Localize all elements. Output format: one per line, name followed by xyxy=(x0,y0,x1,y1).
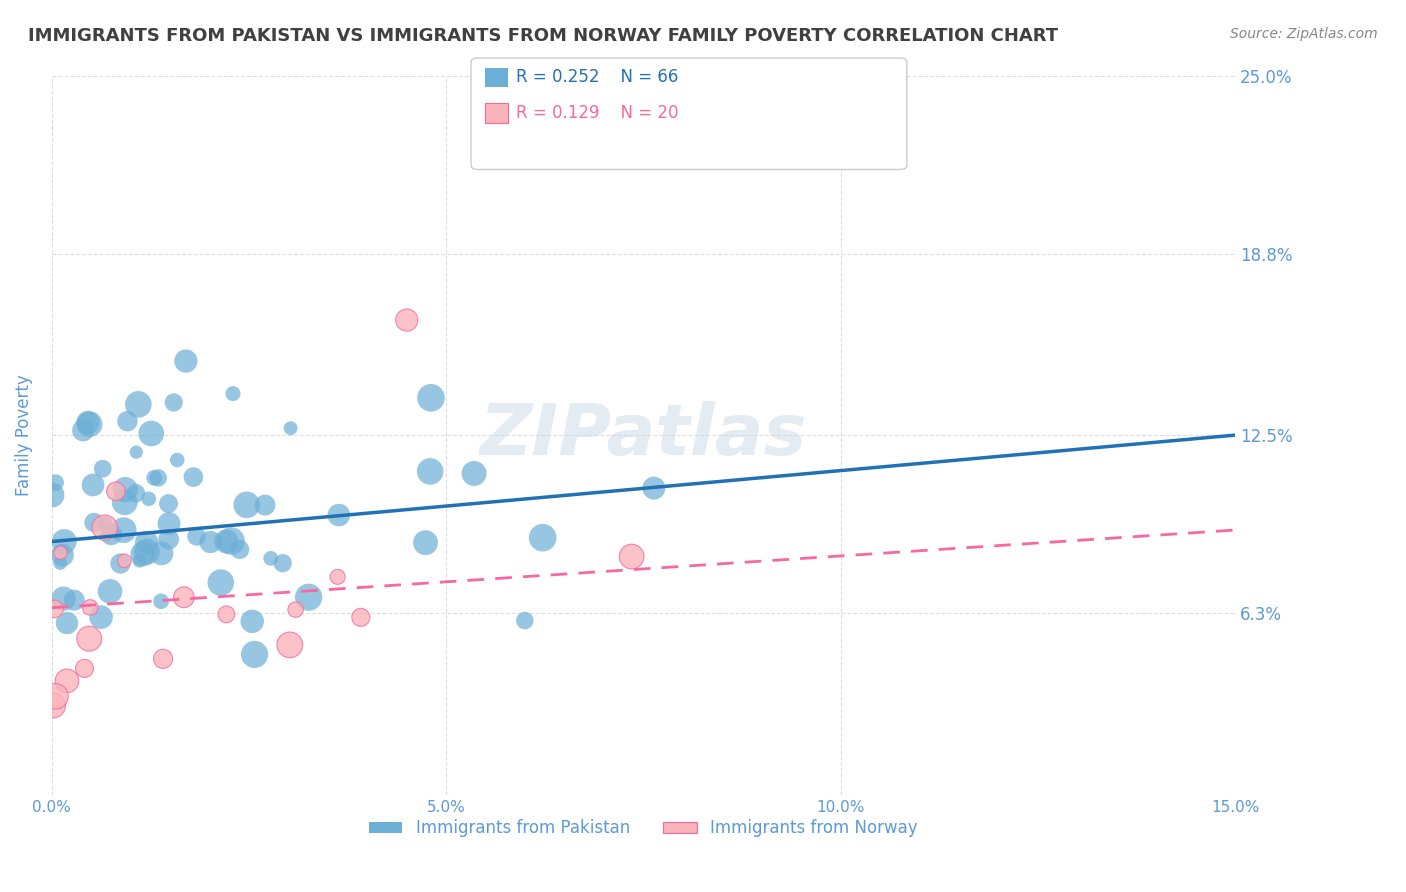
Point xyxy=(91,461,114,475)
Point xyxy=(44,690,66,704)
Point xyxy=(112,554,135,568)
Point xyxy=(141,426,163,441)
Point xyxy=(100,527,122,541)
Point xyxy=(110,557,132,571)
Point xyxy=(72,423,94,437)
Point xyxy=(419,464,441,478)
Point xyxy=(77,632,100,646)
Point xyxy=(79,417,101,432)
Text: Source: ZipAtlas.com: Source: ZipAtlas.com xyxy=(1230,27,1378,41)
Point xyxy=(112,523,135,537)
Point xyxy=(253,498,276,512)
Point xyxy=(82,478,104,492)
Point xyxy=(463,467,485,481)
Point xyxy=(135,535,157,549)
Point xyxy=(56,673,79,688)
Point xyxy=(127,397,149,411)
Point xyxy=(235,498,257,512)
Point xyxy=(620,549,643,564)
Point xyxy=(326,570,349,584)
Point xyxy=(240,615,263,629)
Point xyxy=(186,529,208,543)
Point xyxy=(73,661,96,675)
Point xyxy=(415,535,437,549)
Point xyxy=(49,546,72,560)
Point xyxy=(298,591,321,605)
Point xyxy=(157,497,180,511)
Point xyxy=(114,483,136,497)
Point xyxy=(125,445,148,459)
Point xyxy=(183,470,205,484)
Point xyxy=(138,491,160,506)
Point xyxy=(52,591,75,606)
Point xyxy=(63,593,86,607)
Point xyxy=(77,416,100,430)
Point xyxy=(45,475,67,490)
Point xyxy=(228,542,250,557)
Point xyxy=(114,495,136,509)
Text: IMMIGRANTS FROM PAKISTAN VS IMMIGRANTS FROM NORWAY FAMILY POVERTY CORRELATION CH: IMMIGRANTS FROM PAKISTAN VS IMMIGRANTS F… xyxy=(28,27,1059,45)
Point xyxy=(174,354,197,368)
Point xyxy=(163,395,186,409)
Text: R = 0.252    N = 66: R = 0.252 N = 66 xyxy=(516,68,678,86)
Point xyxy=(350,610,373,624)
Point xyxy=(278,638,301,652)
Point xyxy=(56,616,79,631)
Point xyxy=(200,535,222,549)
Point xyxy=(328,508,350,522)
Point xyxy=(150,594,173,608)
Legend: Immigrants from Pakistan, Immigrants from Norway: Immigrants from Pakistan, Immigrants fro… xyxy=(363,813,924,844)
Point xyxy=(284,602,307,616)
Point xyxy=(128,554,150,568)
Point xyxy=(93,520,115,534)
Point xyxy=(104,484,127,499)
Point xyxy=(209,575,232,590)
Point xyxy=(157,533,180,547)
Point xyxy=(53,534,76,549)
Point xyxy=(98,584,121,599)
Point xyxy=(152,652,174,666)
Point xyxy=(157,516,180,531)
Point xyxy=(219,534,242,549)
Point xyxy=(260,551,283,566)
Point xyxy=(125,486,148,500)
Text: R = 0.129    N = 20: R = 0.129 N = 20 xyxy=(516,104,679,122)
Point xyxy=(117,414,139,428)
Point xyxy=(132,547,155,561)
Point xyxy=(51,548,73,562)
Text: ZIPatlas: ZIPatlas xyxy=(479,401,807,469)
Point xyxy=(143,471,166,485)
Point xyxy=(135,545,157,559)
Point xyxy=(280,421,302,435)
Point xyxy=(420,391,443,405)
Point xyxy=(166,453,188,467)
Y-axis label: Family Poverty: Family Poverty xyxy=(15,375,32,496)
Point xyxy=(41,488,63,502)
Point xyxy=(148,471,170,485)
Point xyxy=(513,614,536,628)
Point xyxy=(49,556,72,570)
Point xyxy=(395,313,418,327)
Point xyxy=(173,591,195,605)
Point xyxy=(531,531,554,545)
Point xyxy=(222,386,245,401)
Point xyxy=(150,546,173,560)
Point xyxy=(215,607,238,622)
Point xyxy=(243,648,266,662)
Point xyxy=(643,481,665,495)
Point xyxy=(44,602,66,616)
Point xyxy=(79,600,101,615)
Point xyxy=(94,516,117,530)
Point xyxy=(271,556,294,570)
Point xyxy=(215,534,238,549)
Point xyxy=(90,610,112,624)
Point xyxy=(83,516,105,530)
Point xyxy=(42,698,65,713)
